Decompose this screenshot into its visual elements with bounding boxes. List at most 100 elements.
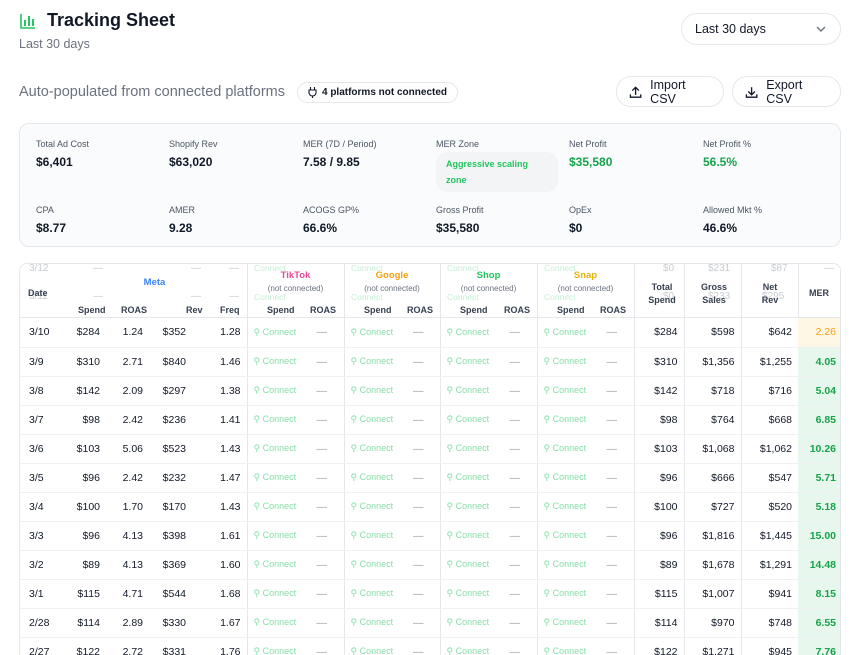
snap-connect-link[interactable]: ⚲ Connect <box>536 434 590 464</box>
shop-connect-link[interactable]: ⚲ Connect <box>439 608 493 638</box>
stat-gross-profit: Gross Profit $35,580 <box>436 205 484 235</box>
plug-icon: ⚲ <box>253 326 263 337</box>
snap-roas-empty: — <box>590 318 634 348</box>
shop-connect-link[interactable]: ⚲ Connect <box>439 637 493 655</box>
header-net-rev[interactable]: Net Rev <box>761 282 779 305</box>
plug-icon: ⚲ <box>543 472 553 482</box>
import-csv-button[interactable]: Import CSV <box>616 76 724 107</box>
snap-roas-empty: — <box>590 405 634 435</box>
google-roas-empty: — <box>397 463 440 493</box>
shop-connect-link[interactable]: ⚲ Connect <box>439 521 493 551</box>
tiktok-connect-link[interactable]: ⚲ Connect <box>246 318 300 348</box>
snap-connect-link[interactable]: ⚲ Connect <box>536 521 590 551</box>
header-meta-freq[interactable]: Freq <box>220 305 240 315</box>
header-meta-rev[interactable]: Rev <box>186 305 203 315</box>
shop-connect-link[interactable]: ⚲ Connect <box>439 492 493 522</box>
snap-connect-link[interactable]: ⚲ Connect <box>536 550 590 580</box>
google-connect-link[interactable]: ⚲ Connect <box>343 492 397 522</box>
plug-icon: ⚲ <box>350 588 360 598</box>
header-meta-roas[interactable]: ROAS <box>121 305 148 315</box>
tiktok-connect-link[interactable]: ⚲ Connect <box>246 463 300 493</box>
tiktok-connect-link[interactable]: ⚲ Connect <box>246 376 300 406</box>
shop-connect-link[interactable]: ⚲ Connect <box>439 434 493 464</box>
net-rev: $1,255 <box>740 347 798 377</box>
meta-roas: 1.70 <box>106 492 149 522</box>
total-spend: $89 <box>633 550 684 580</box>
plug-icon: ⚲ <box>446 501 456 511</box>
plug-icon: ⚲ <box>543 588 553 598</box>
total-spend: $96 <box>633 521 684 551</box>
meta-freq: 1.60 <box>192 550 247 580</box>
google-connect-link[interactable]: ⚲ Connect <box>343 463 397 493</box>
snap-connect-link[interactable]: ⚲ Connect <box>536 608 590 638</box>
net-rev: $945 <box>740 637 798 655</box>
shop-connect-link[interactable]: ⚲ Connect <box>439 579 493 609</box>
google-connect-link[interactable]: ⚲ Connect <box>343 579 397 609</box>
tiktok-connect-link[interactable]: ⚲ Connect <box>246 637 300 655</box>
google-connect-link[interactable]: ⚲ Connect <box>343 637 397 655</box>
plug-icon: ⚲ <box>350 385 360 395</box>
shop-connect-link[interactable]: ⚲ Connect <box>439 405 493 435</box>
snap-connect-link[interactable]: ⚲ Connect <box>536 318 590 348</box>
tiktok-connect-link[interactable]: ⚲ Connect <box>246 347 300 377</box>
snap-connect-link[interactable]: ⚲ Connect <box>536 579 590 609</box>
snap-connect-link[interactable]: ⚲ Connect <box>536 405 590 435</box>
google-connect-link[interactable]: ⚲ Connect <box>343 608 397 638</box>
google-roas-empty: — <box>397 492 440 522</box>
plug-icon: ⚲ <box>446 326 456 337</box>
google-connect-link[interactable]: ⚲ Connect <box>343 434 397 464</box>
gross-sales: $764 <box>683 405 741 435</box>
chevron-down-icon <box>816 26 826 32</box>
tiktok-connect-link[interactable]: ⚲ Connect <box>246 608 300 638</box>
header-meta-spend[interactable]: Spend <box>78 305 106 315</box>
gross-sales: $1,816 <box>683 521 741 551</box>
meta-freq: 1.41 <box>192 405 247 435</box>
snap-connect-link[interactable]: ⚲ Connect <box>536 463 590 493</box>
header-total-spend[interactable]: Total Spend <box>648 282 676 305</box>
stat-acogs-gp: ACOGS GP% 66.6% <box>303 205 360 235</box>
shop-roas-empty: — <box>493 347 537 377</box>
header-gross-sales[interactable]: Gross Sales <box>700 282 727 305</box>
tiktok-connect-link[interactable]: ⚲ Connect <box>246 521 300 551</box>
gross-sales: $598 <box>683 318 741 348</box>
snap-roas-empty: — <box>590 376 634 406</box>
tiktok-connect-link[interactable]: ⚲ Connect <box>246 579 300 609</box>
shop-connect-link[interactable]: ⚲ Connect <box>439 550 493 580</box>
snap-connect-link[interactable]: ⚲ Connect <box>536 637 590 655</box>
google-connect-link[interactable]: ⚲ Connect <box>343 318 397 348</box>
platforms-badge[interactable]: 4 platforms not connected <box>296 81 458 103</box>
row-date: 3/8 <box>20 376 62 406</box>
header-date[interactable]: Date <box>28 288 48 298</box>
snap-connect-link[interactable]: ⚲ Connect <box>536 347 590 377</box>
mer-value: 2.26 <box>798 318 840 348</box>
meta-freq: 1.68 <box>192 579 247 609</box>
google-roas-empty: — <box>397 637 440 655</box>
shop-connect-link[interactable]: ⚲ Connect <box>439 463 493 493</box>
export-csv-button[interactable]: Export CSV <box>732 76 841 107</box>
mer-value: 5.04 <box>798 376 840 406</box>
plug-icon: ⚲ <box>253 559 263 569</box>
shop-connect-link[interactable]: ⚲ Connect <box>439 376 493 406</box>
google-roas-empty: — <box>397 405 440 435</box>
row-date: 2/28 <box>20 608 62 638</box>
snap-connect-link[interactable]: ⚲ Connect <box>536 492 590 522</box>
google-connect-link[interactable]: ⚲ Connect <box>343 347 397 377</box>
google-connect-link[interactable]: ⚲ Connect <box>343 405 397 435</box>
row-date: 3/10 <box>20 318 62 348</box>
shop-connect-link[interactable]: ⚲ Connect <box>439 318 493 348</box>
plug-icon: ⚲ <box>543 414 553 424</box>
tiktok-connect-link[interactable]: ⚲ Connect <box>246 550 300 580</box>
mer-value: 5.18 <box>798 492 840 522</box>
google-connect-link[interactable]: ⚲ Connect <box>343 376 397 406</box>
plug-icon: ⚲ <box>543 443 553 453</box>
plug-icon: ⚲ <box>543 356 553 366</box>
snap-connect-link[interactable]: ⚲ Connect <box>536 376 590 406</box>
shop-connect-link[interactable]: ⚲ Connect <box>439 347 493 377</box>
header-mer[interactable]: MER <box>809 288 829 298</box>
google-connect-link[interactable]: ⚲ Connect <box>343 550 397 580</box>
tiktok-connect-link[interactable]: ⚲ Connect <box>246 434 300 464</box>
tiktok-connect-link[interactable]: ⚲ Connect <box>246 492 300 522</box>
google-connect-link[interactable]: ⚲ Connect <box>343 521 397 551</box>
tiktok-connect-link[interactable]: ⚲ Connect <box>246 405 300 435</box>
date-range-select[interactable]: Last 30 days <box>681 13 841 45</box>
